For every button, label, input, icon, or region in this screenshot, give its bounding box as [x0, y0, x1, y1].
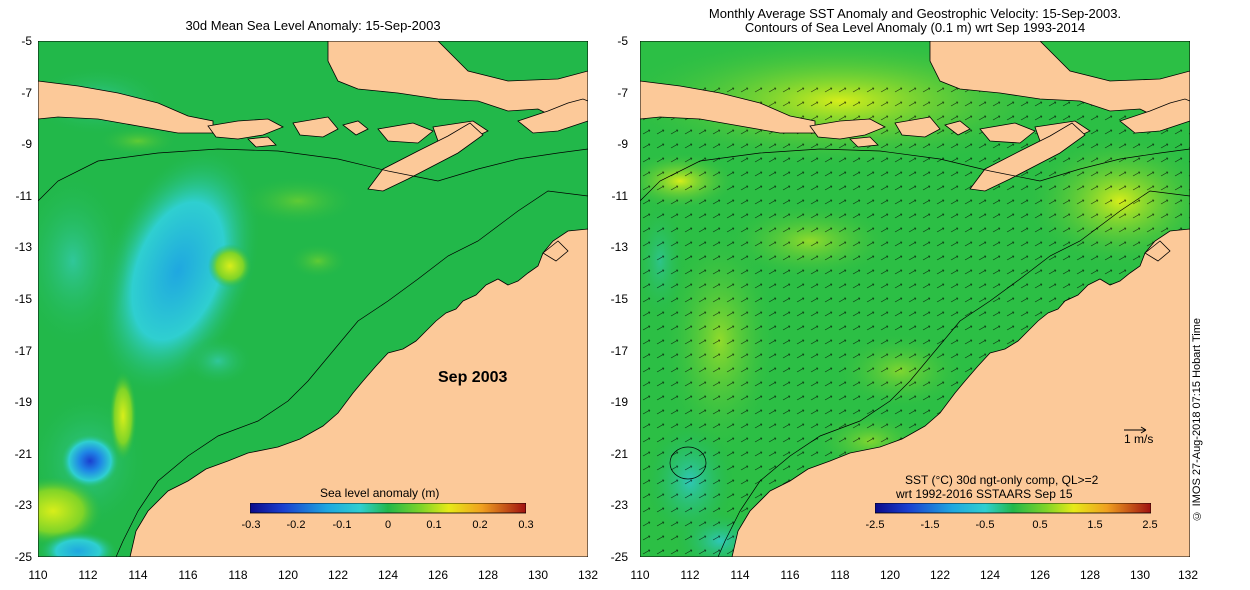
- right-lat-tick: -17: [610, 344, 628, 358]
- right-cb-tick-5: 1.5: [1087, 519, 1103, 531]
- right-cb-tick-4: 0.5: [1032, 519, 1048, 531]
- left-lon-tick: 118: [228, 568, 248, 582]
- right-lat-tick: -19: [610, 395, 628, 409]
- left-lat-tick: -7: [21, 86, 32, 100]
- left-cb-tick-7: 0.3: [518, 519, 534, 531]
- left-cb-tick-6: 0.2: [472, 519, 488, 531]
- left-lon-tick: 120: [277, 568, 299, 582]
- right-lon-tick: 124: [979, 568, 1001, 582]
- right-lat-tick: -5: [617, 34, 628, 48]
- right-lat-tick: -25: [610, 550, 628, 564]
- right-cb-tick-6: 2.5: [1142, 519, 1158, 531]
- left-lon-tick: 112: [78, 568, 98, 582]
- velocity-scale-arrow: [1124, 426, 1147, 434]
- left-lat-tick: -25: [14, 550, 32, 564]
- right-lat-tick: -15: [610, 292, 628, 306]
- right-lat-tick: -13: [610, 240, 628, 254]
- left-lat-tick: -19: [14, 395, 32, 409]
- left-cb-tick-4: 0: [384, 519, 392, 531]
- left-lon-tick: 126: [427, 568, 449, 582]
- left-lat-tick: -13: [14, 240, 32, 254]
- right-lat-tick: -7: [617, 86, 628, 100]
- left-lat-tick: -11: [15, 189, 32, 203]
- right-cb-tick-3: -0.5: [975, 519, 995, 531]
- right-map-title-line1: Monthly Average SST Anomaly and Geostrop…: [708, 6, 1122, 21]
- right-lon-tick: 130: [1129, 568, 1151, 582]
- left-lon-tick: 116: [178, 568, 198, 582]
- left-lon-tick: 110: [28, 568, 48, 582]
- right-cb-tick-2: -1.5: [920, 519, 940, 531]
- right-lon-tick: 118: [830, 568, 850, 582]
- right-lat-tick: -11: [611, 189, 628, 203]
- right-lon-tick: 126: [1029, 568, 1051, 582]
- left-lon-tick: 128: [477, 568, 499, 582]
- right-lon-tick: 114: [730, 568, 750, 582]
- left-colorbar: [250, 503, 526, 514]
- left-cb-tick-5: 0.1: [426, 519, 442, 531]
- right-cb-tick-1: -2.5: [865, 519, 885, 531]
- left-map-title: 30d Mean Sea Level Anomaly: 15-Sep-2003: [185, 18, 441, 33]
- left-lon-tick: 130: [527, 568, 549, 582]
- velocity-scale-label: 1 m/s: [1124, 432, 1154, 446]
- left-lat-tick: -21: [14, 447, 32, 461]
- right-map: [640, 41, 1190, 557]
- right-lat-tick: -21: [610, 447, 628, 461]
- left-lon-tick: 114: [128, 568, 148, 582]
- right-lon-tick: 122: [929, 568, 951, 582]
- left-cb-tick-1: -0.3: [241, 519, 261, 531]
- right-lat-tick: -9: [617, 137, 628, 151]
- left-lat-tick: -23: [14, 498, 32, 512]
- left-lon-tick: 132: [577, 568, 599, 582]
- left-lat-tick: -17: [14, 344, 32, 358]
- right-lon-tick: 128: [1079, 568, 1101, 582]
- right-colorbar: [875, 503, 1151, 514]
- right-lat-tick: -23: [610, 498, 628, 512]
- right-colorbar-label-2: wrt 1992-2016 SSTAARS Sep 15: [896, 487, 1073, 501]
- right-lon-tick: 110: [630, 568, 650, 582]
- left-lat-tick: -9: [21, 137, 32, 151]
- imos-credit: © IMOS 27-Aug-2018 07:15 Hobart Time: [1191, 318, 1203, 522]
- right-map-title-line2: Contours of Sea Level Anomaly (0.1 m) wr…: [744, 20, 1086, 35]
- left-cb-tick-3: -0.1: [332, 519, 352, 531]
- right-colorbar-label-1: SST (°C) 30d ngt-only comp, QL>=2: [905, 473, 1099, 487]
- right-lon-tick: 120: [879, 568, 901, 582]
- left-colorbar-label: Sea level anomaly (m): [320, 486, 440, 500]
- left-lat-tick: -15: [14, 292, 32, 306]
- left-lon-tick: 122: [327, 568, 349, 582]
- left-lat-tick: -5: [21, 34, 32, 48]
- right-lon-tick: 132: [1177, 568, 1199, 582]
- right-lon-tick: 116: [780, 568, 800, 582]
- right-lon-tick: 112: [680, 568, 700, 582]
- left-map: [38, 41, 588, 557]
- period-label: Sep 2003: [438, 369, 508, 386]
- left-lon-tick: 124: [377, 568, 399, 582]
- left-cb-tick-2: -0.2: [286, 519, 306, 531]
